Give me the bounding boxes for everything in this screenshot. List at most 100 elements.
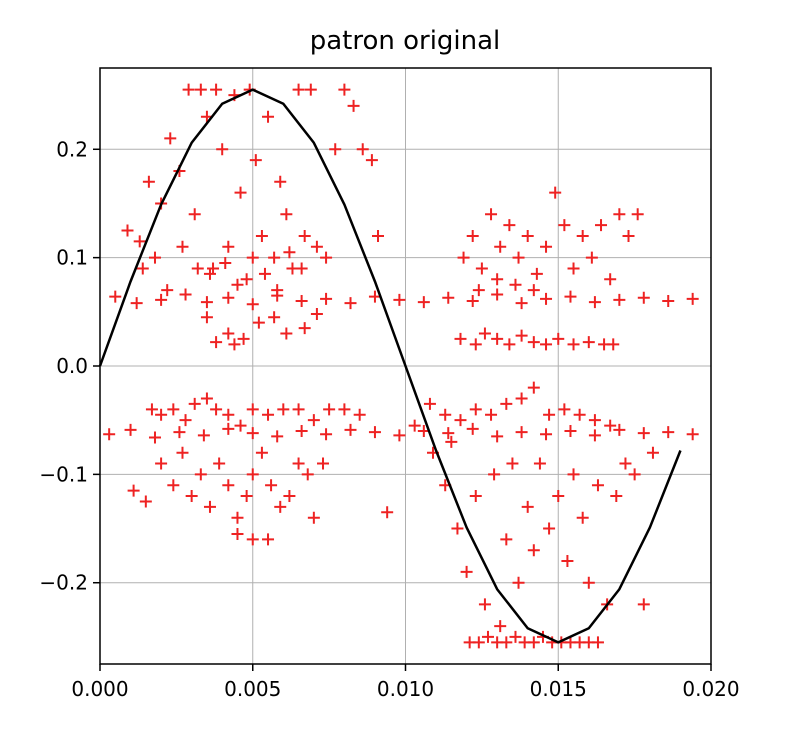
scatter-point bbox=[249, 154, 262, 167]
y-tick-label: 0.2 bbox=[56, 137, 88, 161]
scatter-point bbox=[295, 262, 308, 275]
scatter-point bbox=[686, 292, 699, 305]
scatter-point bbox=[344, 297, 357, 310]
scatter-point bbox=[240, 273, 253, 286]
scatter-point bbox=[139, 495, 152, 508]
scatter-point bbox=[588, 414, 601, 427]
scatter-point bbox=[179, 288, 192, 301]
scatter-point bbox=[527, 636, 540, 649]
scatter-point bbox=[515, 392, 528, 405]
scatter-point bbox=[277, 403, 290, 416]
scatter-point bbox=[478, 327, 491, 340]
scatter-point bbox=[194, 83, 207, 96]
scatter-point bbox=[271, 430, 284, 443]
scatter-point bbox=[127, 484, 140, 497]
scatter-point bbox=[246, 533, 259, 546]
scatter-point bbox=[637, 598, 650, 611]
scatter-point bbox=[442, 291, 455, 304]
x-tick-label: 0.000 bbox=[71, 677, 128, 701]
scatter-point bbox=[262, 408, 275, 421]
scatter-point bbox=[613, 293, 626, 306]
scatter-point bbox=[298, 322, 311, 335]
scatter-point bbox=[185, 490, 198, 503]
scatter-point bbox=[234, 419, 247, 432]
scatter-point bbox=[228, 338, 241, 351]
scatter-point bbox=[515, 297, 528, 310]
scatter-point bbox=[320, 428, 333, 441]
scatter-point bbox=[188, 397, 201, 410]
scatter-point bbox=[604, 419, 617, 432]
scatter-point bbox=[365, 154, 378, 167]
scatter-point bbox=[109, 290, 122, 303]
scatter-point bbox=[148, 431, 161, 444]
scatter-point bbox=[176, 240, 189, 253]
scatter-point bbox=[558, 403, 571, 416]
scatter-point bbox=[637, 291, 650, 304]
scatter-point bbox=[188, 208, 201, 221]
scatter-point bbox=[265, 479, 278, 492]
scatter-point bbox=[466, 294, 479, 307]
scatter-point bbox=[567, 468, 580, 481]
scatter-point bbox=[246, 298, 259, 311]
scatter-point bbox=[469, 403, 482, 416]
scatter-point bbox=[213, 457, 226, 470]
scatter-point bbox=[439, 408, 452, 421]
scatter-point bbox=[231, 527, 244, 540]
scatter-point bbox=[466, 422, 479, 435]
line-layer bbox=[98, 88, 682, 644]
scatter-point bbox=[356, 143, 369, 156]
y-tick-label: −0.1 bbox=[39, 462, 88, 486]
scatter-point bbox=[628, 468, 641, 481]
scatter-point bbox=[576, 229, 589, 242]
scatter-point bbox=[255, 229, 268, 242]
scatter-point bbox=[338, 403, 351, 416]
scatter-point bbox=[133, 235, 146, 248]
y-axis: 0.2 0.1 0.0 −0.1 −0.2 bbox=[39, 137, 100, 595]
scatter-point bbox=[500, 397, 513, 410]
scatter-point bbox=[368, 426, 381, 439]
scatter-point bbox=[515, 426, 528, 439]
scatter-point bbox=[540, 428, 553, 441]
scatter-point bbox=[246, 403, 259, 416]
scatter-point bbox=[372, 229, 385, 242]
y-tick-label: 0.1 bbox=[56, 246, 88, 270]
scatter-point bbox=[145, 403, 158, 416]
scatter-point bbox=[588, 429, 601, 442]
scatter-point bbox=[255, 446, 268, 459]
scatter-point bbox=[622, 229, 635, 242]
scatter-point bbox=[543, 408, 556, 421]
scatter-point bbox=[494, 620, 507, 633]
scatter-point bbox=[445, 435, 458, 448]
scatter-point bbox=[481, 630, 494, 643]
y-tick-label: 0.0 bbox=[56, 354, 88, 378]
scatter-point bbox=[124, 423, 137, 436]
scatter-point bbox=[585, 251, 598, 264]
scatter-point bbox=[142, 175, 155, 188]
scatter-point bbox=[200, 296, 213, 309]
scatter-layer bbox=[103, 83, 699, 649]
scatter-point bbox=[469, 490, 482, 503]
scatter-point bbox=[533, 457, 546, 470]
scatter-point bbox=[567, 338, 580, 351]
scatter-point bbox=[274, 175, 287, 188]
scatter-point bbox=[347, 99, 360, 112]
scatter-point bbox=[320, 292, 333, 305]
scatter-point bbox=[167, 479, 180, 492]
scatter-point bbox=[222, 240, 235, 253]
scatter-point bbox=[280, 327, 293, 340]
scatter-point bbox=[323, 403, 336, 416]
scatter-point bbox=[283, 490, 296, 503]
scatter-point bbox=[155, 408, 168, 421]
scatter-point bbox=[478, 598, 491, 611]
scatter-point bbox=[295, 294, 308, 307]
scatter-point bbox=[231, 278, 244, 291]
scatter-point bbox=[216, 143, 229, 156]
scatter-point bbox=[613, 423, 626, 436]
scatter-point bbox=[283, 246, 296, 259]
scatter-point bbox=[393, 429, 406, 442]
scatter-point bbox=[558, 219, 571, 232]
scatter-point bbox=[488, 468, 501, 481]
scatter-point bbox=[472, 284, 485, 297]
scatter-point bbox=[503, 338, 516, 351]
scatter-point bbox=[527, 381, 540, 394]
